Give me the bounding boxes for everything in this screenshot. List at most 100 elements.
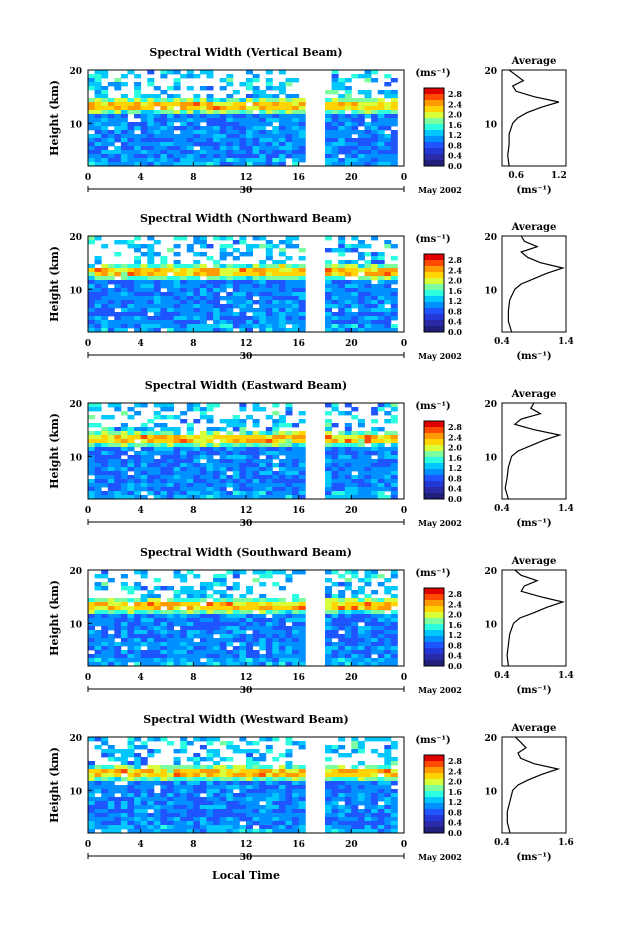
heatmap-cell xyxy=(173,296,181,301)
heatmap-cell xyxy=(252,662,260,667)
heatmap-cell xyxy=(140,320,148,325)
heatmap-cell xyxy=(357,662,365,667)
profile-frame xyxy=(501,402,567,500)
heatmap-cell xyxy=(232,162,240,167)
heatmap-cell xyxy=(153,638,161,643)
heatmap-cell xyxy=(246,793,253,798)
date-tick-label: 30 xyxy=(240,853,253,863)
heatmap-cell xyxy=(147,236,155,241)
profile-title: Average xyxy=(511,222,557,233)
heatmap-cell xyxy=(357,829,365,834)
heatmap-cell xyxy=(246,491,253,496)
heatmap-cell xyxy=(107,793,115,798)
heatmap-cell xyxy=(88,773,95,778)
heatmap-cell xyxy=(107,122,115,127)
heatmap-cell xyxy=(206,817,214,822)
heatmap-cell xyxy=(246,78,253,83)
heatmap-cell xyxy=(239,308,247,313)
heatmap-cell xyxy=(331,459,339,464)
heatmap-cell xyxy=(390,483,398,488)
heatmap-cell xyxy=(377,324,385,329)
heatmap-cell xyxy=(252,598,260,603)
heatmap-cell xyxy=(371,146,379,151)
heatmap-cell xyxy=(390,276,398,281)
heatmap-cell xyxy=(325,328,332,333)
heatmap-cell xyxy=(140,423,148,428)
heatmap-cell xyxy=(160,90,168,95)
heatmap-cell xyxy=(160,268,168,273)
heatmap-cell xyxy=(298,662,306,667)
heatmap-cell xyxy=(127,610,135,615)
heatmap-cell xyxy=(298,459,306,464)
heatmap-cell xyxy=(107,781,115,786)
heatmap-cell xyxy=(377,491,385,496)
heatmap-cell xyxy=(180,411,188,416)
heatmap-cell xyxy=(180,483,188,488)
heatmap-cell xyxy=(167,654,174,659)
heatmap-cell xyxy=(173,479,181,484)
heatmap-cell xyxy=(140,829,148,834)
x-tick-label: 20 xyxy=(345,673,358,683)
heatmap-cell xyxy=(199,118,207,123)
heatmap-cell xyxy=(371,110,379,115)
heatmap-cell xyxy=(206,455,214,460)
heatmap-cell xyxy=(219,142,227,147)
heatmap-cell xyxy=(206,793,214,798)
heatmap-cell xyxy=(239,427,247,432)
heatmap-cell xyxy=(265,471,273,476)
heatmap-cell xyxy=(147,610,155,615)
heatmap-cell xyxy=(120,284,128,289)
heatmap-cell xyxy=(173,304,181,309)
heatmap-cell xyxy=(351,829,359,834)
heatmap-cell xyxy=(199,106,207,111)
heatmap-cell xyxy=(147,626,155,631)
heatmap-cell xyxy=(206,308,214,313)
heatmap-cell xyxy=(285,276,293,281)
heatmap-cell xyxy=(390,102,398,107)
heatmap-cell xyxy=(285,411,293,416)
heatmap-cell xyxy=(272,146,280,151)
heatmap-cell xyxy=(153,586,161,591)
heatmap-cell xyxy=(325,817,332,822)
heatmap-cell xyxy=(120,654,128,659)
heatmap-cell xyxy=(259,150,267,155)
heatmap-cell xyxy=(101,765,109,770)
heatmap-cell xyxy=(114,304,122,309)
heatmap-cell xyxy=(199,154,207,159)
heatmap-cell xyxy=(199,288,207,293)
heatmap-cell xyxy=(147,487,155,492)
heatmap-cell xyxy=(101,415,109,420)
heatmap-cell xyxy=(180,304,188,309)
heatmap-cell xyxy=(160,320,168,325)
heatmap-cell xyxy=(219,801,227,806)
heatmap-cell xyxy=(167,284,174,289)
profile-x-tick: 0.6 xyxy=(508,171,524,181)
heatmap-cell xyxy=(153,777,161,782)
heatmap-cell xyxy=(153,435,161,440)
heatmap-cell xyxy=(384,578,392,583)
heatmap-cell xyxy=(173,94,181,99)
heatmap-cell xyxy=(127,102,135,107)
heatmap-cell xyxy=(120,614,128,619)
heatmap-cell xyxy=(107,268,115,273)
heatmap-cell xyxy=(292,272,300,277)
heatmap-cell xyxy=(120,642,128,647)
heatmap-cell xyxy=(94,403,102,408)
heatmap-cell xyxy=(351,638,359,643)
heatmap-cell xyxy=(377,829,385,834)
heatmap-cell xyxy=(173,467,181,472)
heatmap-cell xyxy=(246,316,253,321)
heatmap-cell xyxy=(278,130,286,135)
heatmap-cell xyxy=(371,495,379,500)
heatmap-cell xyxy=(134,630,142,635)
heatmap-cell xyxy=(364,467,372,472)
heatmap-cell xyxy=(147,320,155,325)
colorbar-swatch xyxy=(424,278,444,285)
heatmap-cell xyxy=(180,471,188,476)
heatmap-cell xyxy=(226,443,234,448)
heatmap-cell xyxy=(140,162,148,167)
heatmap-cell xyxy=(265,622,273,627)
heatmap-cell xyxy=(371,765,379,770)
heatmap-cell xyxy=(206,158,214,163)
heatmap-cell xyxy=(88,769,95,774)
